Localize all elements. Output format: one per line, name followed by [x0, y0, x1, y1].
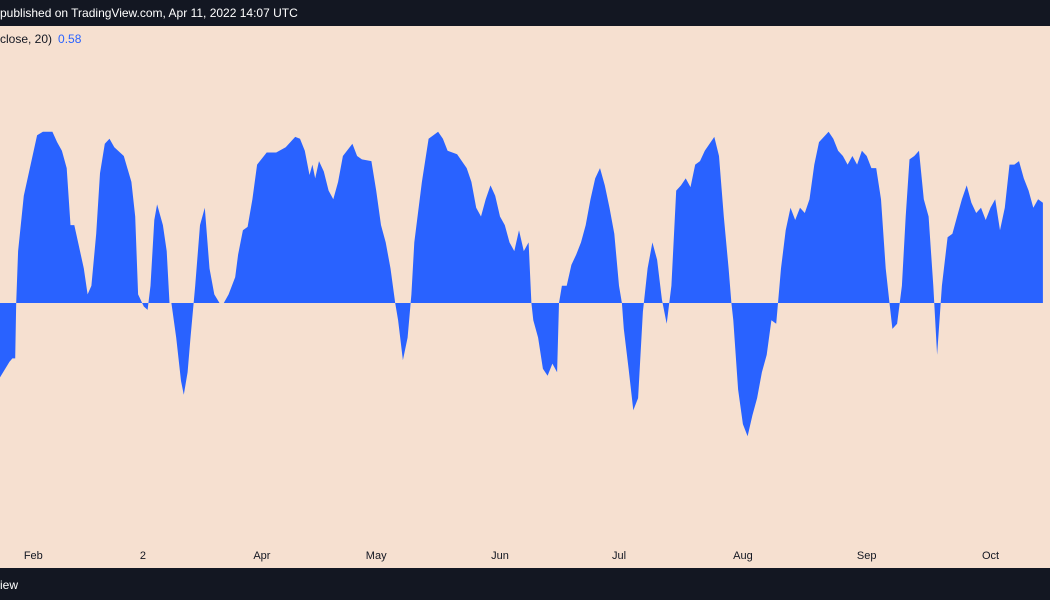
bottom-bar: iew [0, 568, 1050, 600]
brand-text: iew [0, 578, 19, 592]
area-chart: Feb2AprMayJunJulAugSepOctNovDec2022Feb2A… [0, 131, 1043, 562]
area-series-0 [0, 131, 1043, 437]
x-tick-label: May [366, 550, 387, 562]
indicator-legend: close, 20) 0.58 [0, 32, 81, 46]
x-tick-label: Oct [982, 550, 999, 562]
x-tick-label: Sep [857, 550, 877, 562]
top-bar: published on TradingView.com, Apr 11, 20… [0, 0, 1050, 26]
x-axis: Feb2AprMayJunJulAugSepOctNovDec2022Feb2A… [24, 550, 999, 562]
x-tick-label: Feb [24, 550, 43, 562]
indicator-value: 0.58 [58, 32, 82, 46]
x-tick-label: Jun [491, 550, 509, 562]
x-tick-label: Aug [733, 550, 753, 562]
published-info: published on TradingView.com, Apr 11, 20… [0, 6, 298, 20]
x-tick-label: 2 [140, 550, 146, 562]
x-tick-label: Apr [253, 550, 270, 562]
x-tick-label: Jul [612, 550, 626, 562]
indicator-label: close, 20) [0, 32, 53, 46]
